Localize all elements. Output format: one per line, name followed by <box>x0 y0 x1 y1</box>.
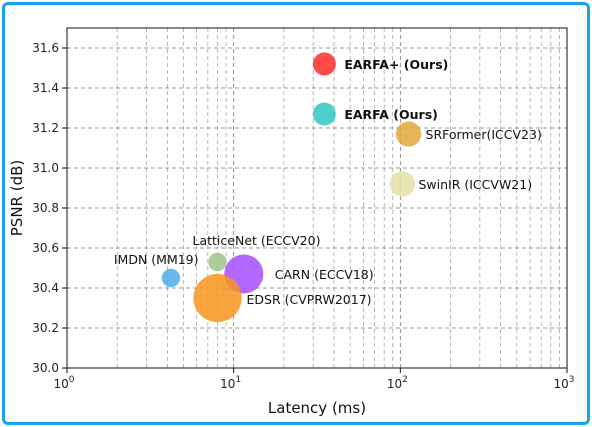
plot-area <box>67 28 567 368</box>
y-axis-label: PSNR (dB) <box>8 160 26 237</box>
point-labels: EARFA+ (Ours) EARFA (Ours) SRFormer(ICCV23… <box>114 57 542 307</box>
x-tick-label: 101 <box>220 375 241 391</box>
point-label: SwinIR (ICCVW21) <box>418 177 532 192</box>
data-points <box>161 52 422 323</box>
data-point <box>193 273 242 323</box>
y-tick-label: 30.4 <box>32 281 59 295</box>
point-label: EDSR (CVPRW2017) <box>247 292 372 307</box>
y-tick-label: 30.0 <box>32 361 59 375</box>
y-tick-label: 30.2 <box>32 321 59 335</box>
y-axis-ticks: 30.0 30.2 30.4 30.6 30.8 31.0 31.2 31.4 31.6 <box>32 41 67 375</box>
point-label: IMDN (MM19) <box>114 252 199 267</box>
point-label: EARFA+ (Ours) <box>344 57 448 72</box>
y-tick-label: 31.0 <box>32 161 59 175</box>
y-tick-label: 31.4 <box>32 81 59 95</box>
data-point <box>395 121 422 147</box>
data-point <box>389 171 416 197</box>
point-label: CARN (ECCV18) <box>275 267 374 282</box>
plot-border <box>66 27 568 369</box>
point-label: EARFA (Ours) <box>344 107 438 122</box>
x-tick-label: 103 <box>553 375 574 391</box>
y-tick-label: 30.6 <box>32 241 59 255</box>
y-tick-label: 31.2 <box>32 121 59 135</box>
x-tick-label: 100 <box>53 375 74 391</box>
y-tick-label: 30.8 <box>32 201 59 215</box>
point-label: SRFormer(ICCV23) <box>426 127 542 142</box>
data-point <box>161 268 181 288</box>
x-axis-ticks: 100 101 102 103 <box>53 368 575 391</box>
data-point <box>312 102 336 126</box>
data-point <box>208 252 227 272</box>
x-axis-label: Latency (ms) <box>268 399 366 417</box>
x-tick-label: 102 <box>387 375 408 391</box>
y-tick-label: 31.6 <box>32 41 59 55</box>
data-point <box>312 52 336 76</box>
point-label: LatticeNet (ECCV20) <box>193 233 321 248</box>
